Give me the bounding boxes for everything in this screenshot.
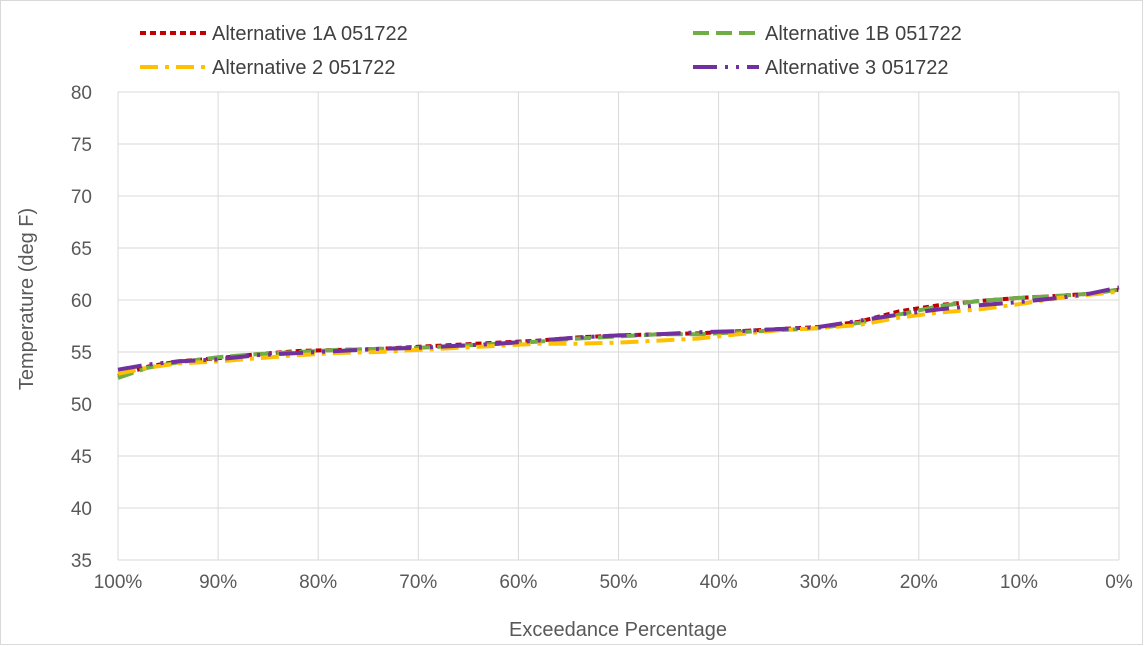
legend-label: Alternative 3 051722: [765, 57, 948, 79]
legend-label: Alternative 1A 051722: [212, 23, 408, 45]
y-tick-label: 70: [71, 187, 92, 208]
x-tick-label: 30%: [800, 572, 838, 593]
x-tick-label: 50%: [599, 572, 637, 593]
legend-label: Alternative 1B 051722: [765, 23, 962, 45]
series-line-4: [117, 285, 1120, 372]
series-layer: [117, 285, 1120, 380]
y-tick-label: 60: [71, 291, 92, 312]
x-tick-label: 40%: [700, 572, 738, 593]
y-tick-label: 40: [71, 499, 92, 520]
series-line-3: [117, 289, 1120, 376]
series-line-2: [117, 287, 1120, 380]
y-tick-label: 80: [71, 83, 92, 104]
y-tick-label: 65: [71, 239, 92, 260]
y-tick-label: 75: [71, 135, 92, 156]
legend: Alternative 1A 051722 Alternative 1B 0517…: [140, 23, 962, 79]
x-tick-label: 100%: [94, 572, 143, 593]
x-tick-label: 60%: [499, 572, 537, 593]
y-tick-label: 50: [71, 395, 92, 416]
x-axis-title: Exceedance Percentage: [509, 619, 727, 641]
y-axis-title: Temperature (deg F): [16, 208, 38, 390]
grid-layer: [117, 91, 1120, 561]
y-tick-label: 45: [71, 447, 92, 468]
x-tick-label: 20%: [900, 572, 938, 593]
legend-entry-2: Alternative 1B 051722: [693, 23, 962, 45]
x-tick-label: 80%: [299, 572, 337, 593]
x-tick-label: 90%: [199, 572, 237, 593]
y-tick-label: 35: [71, 551, 92, 572]
x-tick-label: 0%: [1105, 572, 1133, 593]
x-tick-label: 70%: [399, 572, 437, 593]
legend-entry-1: Alternative 1A 051722: [140, 23, 408, 45]
legend-entry-3: Alternative 2 051722: [140, 57, 395, 79]
tick-labels: 35 40 45 50 55 60 65 70 75 80 100% 90% 80% 70% 60% 50% 4…: [71, 83, 1133, 593]
legend-entry-4: Alternative 3 051722: [693, 57, 948, 79]
x-tick-label: 10%: [1000, 572, 1038, 593]
y-tick-label: 55: [71, 343, 92, 364]
legend-label: Alternative 2 051722: [212, 57, 395, 79]
